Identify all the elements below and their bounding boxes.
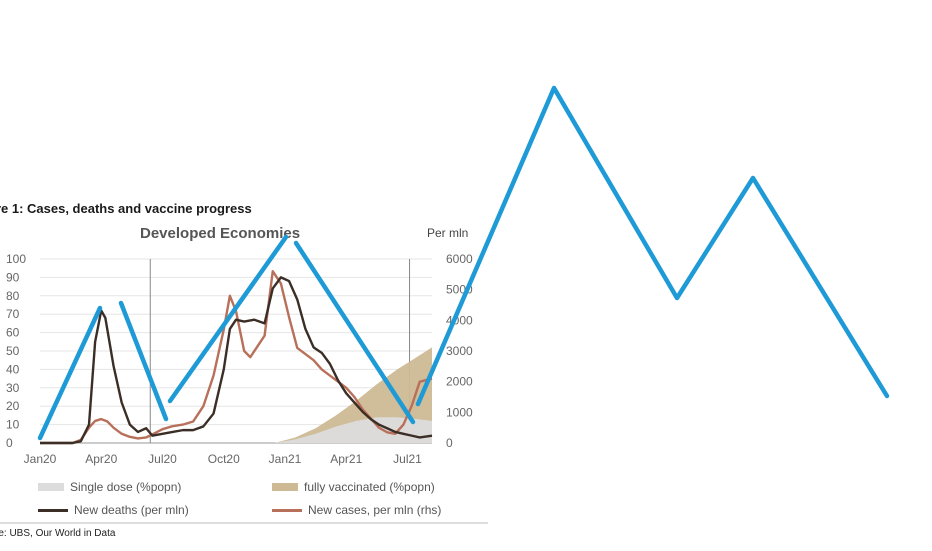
legend-swatch-fully-vaccinated xyxy=(272,483,298,491)
legend-swatch-single-dose xyxy=(38,483,64,491)
legend-label-fully-vaccinated: fully vaccinated (%popn) xyxy=(304,480,435,494)
area-single-dose xyxy=(274,417,432,443)
figure-title: ure 1: Cases, deaths and vaccine progres… xyxy=(0,201,252,216)
legend-label-new-cases: New cases, per mln (rhs) xyxy=(308,503,442,517)
y-left-tick-label: 10 xyxy=(6,418,20,432)
y-right-tick-label: 6000 xyxy=(446,252,473,266)
overlay-stroke xyxy=(415,85,890,407)
legend-new-deaths: New deaths (per mln) xyxy=(38,503,189,517)
y-left-tick-label: 90 xyxy=(6,270,20,284)
legend-swatch-new-cases xyxy=(272,508,302,512)
legend-single-dose: Single dose (%popn) xyxy=(38,480,181,494)
y-left-tick-label: 70 xyxy=(6,307,20,321)
y-right-tick-label: 3000 xyxy=(446,344,473,358)
y-left-tick-label: 20 xyxy=(6,399,20,413)
x-tick-label: Apr21 xyxy=(330,452,362,466)
legend-swatch-new-deaths xyxy=(38,508,68,512)
x-tick-label: Apr20 xyxy=(85,452,117,466)
source-note: rce: UBS, Our World in Data xyxy=(0,528,116,539)
y-left-tick-label: 60 xyxy=(6,326,20,340)
overlay-stroke xyxy=(167,234,289,404)
y-left-tick-label: 40 xyxy=(6,362,20,376)
line-new-deaths xyxy=(40,276,433,445)
y-left-tick-label: 100 xyxy=(6,252,26,266)
legend-fully-vaccinated: fully vaccinated (%popn) xyxy=(272,480,435,494)
legend-label-single-dose: Single dose (%popn) xyxy=(70,480,182,494)
x-tick-label: Jul21 xyxy=(393,452,422,466)
y-left-tick-label: 0 xyxy=(6,436,13,450)
x-tick-label: Jan21 xyxy=(269,452,302,466)
panel-title: Developed Economies xyxy=(140,225,301,242)
rhs-axis-unit: Per mln xyxy=(427,226,469,240)
legend-label-new-deaths: New deaths (per mln) xyxy=(74,503,189,517)
x-tick-label: Oct20 xyxy=(208,452,240,466)
y-left-tick-label: 30 xyxy=(6,381,20,395)
x-tick-label: Jan20 xyxy=(24,452,57,466)
y-right-tick-label: 0 xyxy=(446,436,453,450)
y-left-tick-label: 80 xyxy=(6,289,20,303)
y-right-tick-label: 2000 xyxy=(446,375,473,389)
overlay-stroke xyxy=(118,300,169,422)
x-tick-label: Jul20 xyxy=(148,452,177,466)
overlay-stroke xyxy=(293,240,416,425)
overlay-stroke xyxy=(37,305,103,441)
legend-new-cases: New cases, per mln (rhs) xyxy=(272,503,441,517)
y-right-tick-label: 1000 xyxy=(446,405,473,419)
y-left-tick-label: 50 xyxy=(6,344,20,358)
